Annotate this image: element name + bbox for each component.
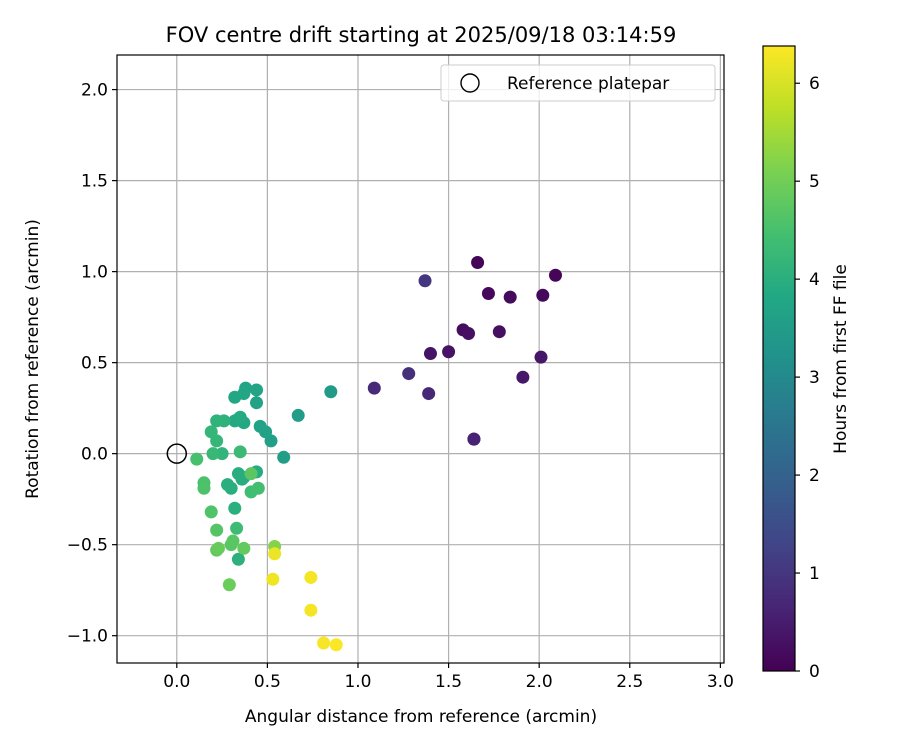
y-tick-label: 2.0 (81, 81, 108, 101)
plot-frame (116, 54, 725, 664)
data-point (481, 286, 495, 300)
data-point (422, 387, 436, 401)
x-tick-label: 1.5 (435, 672, 462, 692)
reference-marker (166, 443, 188, 464)
data-point (190, 452, 204, 466)
colorbar-tick-label: 4 (809, 270, 820, 290)
data-point (536, 288, 550, 302)
x-tick-label: 0.5 (254, 672, 281, 692)
y-tick-label: 1.0 (81, 263, 108, 283)
x-tick-label: 2.5 (616, 672, 643, 692)
legend-box (440, 64, 716, 102)
data-point (250, 396, 264, 410)
data-point (418, 274, 432, 288)
data-point (548, 268, 562, 282)
data-point (423, 347, 437, 361)
data-point (204, 505, 218, 519)
colorbar-tick-label: 0 (809, 662, 820, 682)
legend-marker-icon (460, 73, 480, 93)
data-point (266, 572, 280, 586)
data-point (268, 547, 282, 561)
data-point (221, 478, 235, 492)
data-point (233, 410, 247, 424)
data-point (197, 481, 211, 495)
colorbar-tick-label: 5 (809, 172, 820, 192)
chart-title: FOV centre drift starting at 2025/09/18 … (166, 23, 677, 47)
scatter-points (190, 256, 562, 652)
y-tick-label: −1.0 (67, 627, 108, 647)
colorbar-tick-label: 1 (809, 564, 820, 584)
data-point (206, 447, 220, 461)
data-point (231, 552, 245, 566)
data-point (228, 390, 242, 404)
legend-label: Reference platepar (507, 74, 669, 94)
data-point (402, 367, 416, 381)
data-point (251, 481, 265, 495)
data-point (492, 325, 506, 339)
colorbar (762, 45, 796, 672)
data-point (250, 383, 264, 397)
x-tick-label: 1.0 (344, 672, 371, 692)
colorbar-tick-label: 3 (809, 368, 820, 388)
x-tick-label: 3.0 (707, 672, 734, 692)
data-point (215, 447, 229, 461)
y-tick-label: −0.5 (67, 536, 108, 556)
data-point (317, 636, 331, 650)
data-point (253, 419, 267, 433)
data-point (210, 414, 224, 428)
y-axis-ticks: −1.0 −0.5 0.0 0.5 1.0 1.5 2.0 (67, 81, 117, 647)
data-point (233, 445, 247, 459)
grid (117, 55, 724, 663)
y-tick-label: 0.5 (81, 354, 108, 374)
data-point (516, 370, 530, 384)
x-axis-label: Angular distance from reference (arcmin) (245, 707, 597, 727)
data-point (230, 521, 244, 535)
data-point (228, 501, 242, 515)
data-point (210, 523, 224, 537)
reference-marker-group (166, 443, 188, 464)
data-point (304, 570, 318, 584)
data-point (329, 638, 343, 652)
data-point (304, 603, 318, 617)
colorbar-tick-label: 6 (809, 74, 820, 94)
data-point (226, 534, 240, 548)
y-tick-label: 1.5 (81, 172, 108, 192)
y-tick-label: 0.0 (81, 445, 108, 465)
x-tick-label: 2.0 (526, 672, 553, 692)
data-point (324, 385, 338, 399)
x-tick-label: 0.0 (163, 672, 190, 692)
data-point (462, 327, 476, 341)
legend: Reference platepar (440, 64, 716, 102)
data-point (237, 541, 251, 555)
data-point (211, 541, 225, 555)
colorbar-ticks: 0 1 2 3 4 5 6 (795, 74, 820, 682)
data-point (534, 350, 548, 364)
data-point (503, 290, 517, 304)
data-point (222, 578, 236, 592)
data-point (467, 432, 481, 446)
colorbar-label: Hours from first FF file (831, 264, 851, 454)
data-point (291, 408, 305, 422)
colorbar-tick-label: 2 (809, 466, 820, 486)
data-point (244, 467, 258, 481)
data-point (442, 345, 456, 359)
data-point (277, 450, 291, 464)
data-point (471, 256, 485, 270)
x-axis-ticks: 0.0 0.5 1.0 1.5 2.0 2.5 3.0 (163, 663, 734, 692)
data-point (210, 434, 224, 448)
y-axis-label: Rotation from reference (arcmin) (23, 219, 43, 499)
data-point (367, 381, 381, 395)
